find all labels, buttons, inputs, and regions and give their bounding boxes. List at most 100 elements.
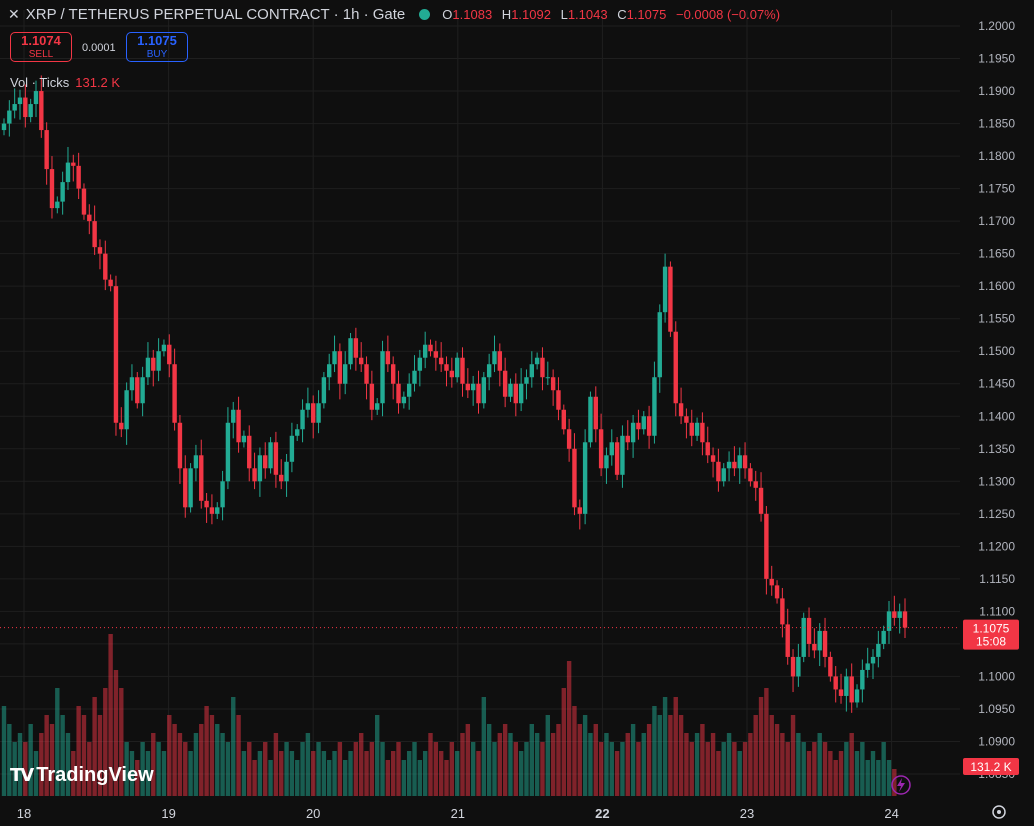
candle-body <box>369 383 375 410</box>
volume-bar <box>81 715 87 796</box>
candle-body <box>604 455 609 469</box>
volume-bar <box>385 760 391 796</box>
y-tick-label: 1.1800 <box>978 149 1015 163</box>
tradingview-logo[interactable]: 𝗧𝗩 TradingView <box>10 764 154 787</box>
open-value: 1.1083 <box>452 7 493 22</box>
volume-bar <box>241 751 247 796</box>
volume-bar <box>604 733 609 796</box>
volume-bar <box>1 706 7 796</box>
volume-bar <box>7 724 12 796</box>
volume-bar <box>598 742 604 796</box>
volume-bar <box>417 760 423 796</box>
change-value: −0.0008 (−0.07%) <box>675 7 781 22</box>
volume-bar <box>23 742 28 796</box>
volume-bar <box>657 715 662 796</box>
volume-bar <box>97 715 103 796</box>
volume-legend[interactable]: Vol · Ticks 131.2 K <box>10 75 120 90</box>
volume-bar <box>220 733 225 796</box>
candle-body <box>268 442 273 469</box>
y-tick-label: 1.0900 <box>978 734 1015 748</box>
last-price-label: 1.1075 <box>973 622 1010 636</box>
volume-bar <box>689 742 694 796</box>
volume-bar <box>700 724 705 796</box>
volume-bar <box>748 733 753 796</box>
volume-bar <box>710 733 716 796</box>
candle-body <box>332 351 337 365</box>
candle-body <box>902 611 908 628</box>
y-tick-label: 1.1400 <box>978 409 1015 423</box>
y-tick-label: 1.1250 <box>978 507 1015 521</box>
gear-icon-center <box>997 810 1001 814</box>
sell-button[interactable]: 1.1074 SELL <box>10 32 72 62</box>
y-tick-label: 1.1350 <box>978 442 1015 456</box>
volume-bar <box>774 724 780 796</box>
volume-bar <box>55 688 60 796</box>
close-value: 1.1075 <box>626 7 667 22</box>
market-status-icon <box>419 9 431 20</box>
candle-body <box>556 390 561 410</box>
volume-bar <box>476 751 481 796</box>
volume-bar <box>721 742 726 796</box>
candle-body <box>588 396 593 443</box>
volume-bar <box>796 733 801 796</box>
volume-bar <box>812 742 817 796</box>
volume-bar <box>396 742 401 796</box>
candle-body <box>92 221 97 248</box>
x-tick-label: 21 <box>451 806 465 821</box>
candle-body <box>700 422 705 443</box>
volume-bar <box>172 724 177 796</box>
volume-bar <box>231 697 236 796</box>
y-tick-label: 1.1550 <box>978 312 1015 326</box>
volume-bar <box>892 769 897 796</box>
volume-bar <box>758 697 764 796</box>
candle-body <box>257 455 263 482</box>
volume-bar <box>481 697 487 796</box>
candle-body <box>689 422 694 436</box>
candle-body <box>828 656 833 677</box>
candle-body <box>540 357 545 378</box>
candle-body <box>316 403 321 423</box>
y-tick-label: 1.1200 <box>978 539 1015 553</box>
candle-body <box>231 409 236 423</box>
volume-bar <box>412 742 417 796</box>
volume-bar <box>540 742 545 796</box>
volume-bar <box>817 733 822 796</box>
symbol-title[interactable]: XRP / TETHERUS PERPETUAL CONTRACT · 1h ·… <box>25 6 406 23</box>
candle-body <box>732 461 737 469</box>
candle-body <box>284 461 289 482</box>
candle-body <box>684 416 689 423</box>
sell-label: SELL <box>28 49 54 60</box>
candle-body <box>657 312 662 378</box>
volume-badge-label: 131.2 K <box>970 760 1011 774</box>
candle-body <box>726 461 732 469</box>
buy-button[interactable]: 1.1075 BUY <box>126 32 188 62</box>
volume-bar <box>406 751 412 796</box>
volume-bar <box>108 634 113 796</box>
volume-bar <box>300 742 305 796</box>
candle-body <box>550 377 556 391</box>
candle-body <box>758 487 764 514</box>
volume-bar <box>513 742 519 796</box>
candle-body <box>886 611 892 631</box>
logo-text: TradingView <box>36 764 154 786</box>
volume-bar <box>492 742 497 796</box>
candle-body <box>769 578 774 586</box>
countdown-label: 15:08 <box>976 635 1006 649</box>
volume-bar <box>870 751 876 796</box>
close-icon[interactable]: ✕ <box>8 6 20 22</box>
volume-bar <box>12 742 17 796</box>
volume-bar <box>71 751 76 796</box>
candle-body <box>524 377 529 384</box>
volume-bar <box>668 715 673 796</box>
volume-bar <box>886 760 892 796</box>
y-tick-label: 1.1500 <box>978 344 1015 358</box>
volume-bar <box>268 760 273 796</box>
candle-body <box>620 435 625 475</box>
candle-body <box>252 468 257 482</box>
candle-body <box>876 643 881 657</box>
volume-bar <box>145 751 151 796</box>
x-tick-label: 22 <box>595 806 609 821</box>
volume-bar <box>422 751 428 796</box>
volume-bar <box>332 751 337 796</box>
